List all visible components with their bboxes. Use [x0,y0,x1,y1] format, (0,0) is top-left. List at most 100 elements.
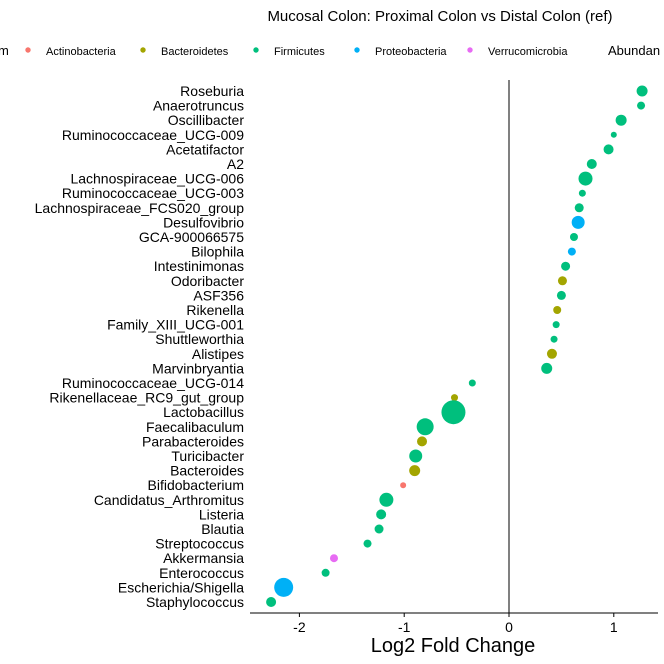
y-tick-label: Listeria [199,506,244,522]
y-tick-label: Candidatus_Arthromitus [94,492,244,508]
y-tick-label: Staphylococcus [146,594,244,610]
y-tick-label: A2 [227,156,244,172]
y-tick-label: Escherichia/Shigella [118,579,244,595]
legend-label: Bacteroidetes [161,46,229,58]
y-tick-label: Bifidobacterium [148,477,245,493]
data-point [546,348,557,359]
data-point [376,509,387,520]
y-tick-label: ASF356 [193,287,244,303]
data-point [409,465,421,477]
data-point [417,436,428,447]
y-tick-label: Lachnospiraceae_FCS020_group [35,200,245,216]
y-tick-label: Roseburia [180,83,244,99]
data-point [561,261,571,271]
plot-area [266,80,648,613]
data-point [550,335,558,343]
x-tick-label: -2 [293,619,306,635]
legend-key [467,47,473,53]
y-tick-label: Oscillibacter [168,112,245,128]
data-point [552,321,560,329]
y-tick-label: Akkermansia [163,550,244,566]
data-point [400,482,407,489]
legend: m Abundan Actinobacteria Bacteroidetes Fir… [0,43,660,58]
y-tick-label: Enterococcus [159,565,244,581]
data-point [329,554,338,563]
y-tick-label: Rikenella [186,302,244,318]
data-point [610,131,617,138]
data-point [567,247,576,256]
legend-label: Verrucomicrobia [488,46,568,58]
data-point [578,171,593,186]
y-tick-label: Blautia [201,521,244,537]
legend-key [25,47,31,53]
y-tick-label: Lactobacillus [163,404,244,420]
legend-entry: Proteobacteria [354,46,447,58]
data-point [578,189,586,197]
x-tick-label: -1 [398,619,411,635]
data-point [321,568,330,577]
legend-entry: Bacteroidetes [140,46,229,58]
legend-key [354,47,360,53]
legend-key [253,47,259,53]
y-tick-label: Ruminococcaceae_UCG-009 [62,127,244,143]
y-tick-label: Bilophila [191,244,244,260]
y-tick-label: Intestinimonas [154,258,244,274]
y-tick-label: Shuttleworthia [155,331,244,347]
legend-entry: Firmicutes [253,46,325,58]
data-point [569,233,578,241]
y-tick-label: Odoribacter [171,273,244,289]
x-tick-label: 1 [610,619,618,635]
data-point [409,449,423,463]
data-point [274,577,294,597]
data-point [557,276,567,286]
data-point [636,85,648,97]
data-point [541,362,553,374]
data-point [468,379,476,387]
y-tick-label: Alistipes [192,346,244,362]
data-point [637,101,646,110]
legend-label: Firmicutes [274,46,325,58]
y-tick-label: Parabacteroides [142,433,244,449]
x-axis: -2 -1 0 1 [250,612,658,635]
y-tick-label: Bacteroides [170,463,244,479]
data-point [615,114,627,126]
legend-label: Actinobacteria [46,46,117,58]
y-tick-label: GCA-900066575 [139,229,244,245]
y-tick-label: Acetatifactor [166,141,244,157]
y-tick-labels: RoseburiaAnaerotruncusOscillibacterRumin… [35,83,245,610]
y-tick-label: Marvinbryantia [152,360,244,376]
data-point [586,159,597,169]
x-axis-label: Log2 Fold Change [371,635,536,657]
data-point [451,394,459,402]
legend-label: Proteobacteria [375,46,447,58]
legend-key [140,47,146,53]
y-tick-label: Turicibacter [171,448,244,464]
data-point [571,215,585,229]
chart-title: Mucosal Colon: Proximal Colon vs Distal … [267,8,612,25]
legend-entry: Actinobacteria [25,46,117,58]
y-tick-label: Family_XIII_UCG-001 [107,317,244,333]
data-point [363,539,372,548]
legend-color-title: m [0,43,9,58]
data-point [416,418,434,436]
data-point [379,492,394,507]
y-tick-label: Lachnospiraceae_UCG-006 [70,171,244,187]
y-tick-label: Desulfovibrio [163,214,244,230]
data-point [266,597,277,607]
legend-size-title: Abundan [608,43,660,58]
y-tick-label: Streptococcus [155,536,244,552]
y-tick-label: Faecalibaculum [146,419,244,435]
y-tick-label: Anaerotruncus [153,98,244,114]
x-tick-label: 0 [505,619,513,635]
legend-entry: Verrucomicrobia [467,46,568,58]
y-tick-label: Rikenellaceae_RC9_gut_group [49,390,244,406]
data-point [556,290,566,300]
data-point [603,144,614,155]
y-tick-label: Ruminococcaceae_UCG-003 [62,185,244,201]
data-point [553,306,562,314]
data-point [374,524,384,534]
data-point [441,400,466,425]
data-point [574,203,584,213]
y-tick-label: Ruminococcaceae_UCG-014 [62,375,244,391]
